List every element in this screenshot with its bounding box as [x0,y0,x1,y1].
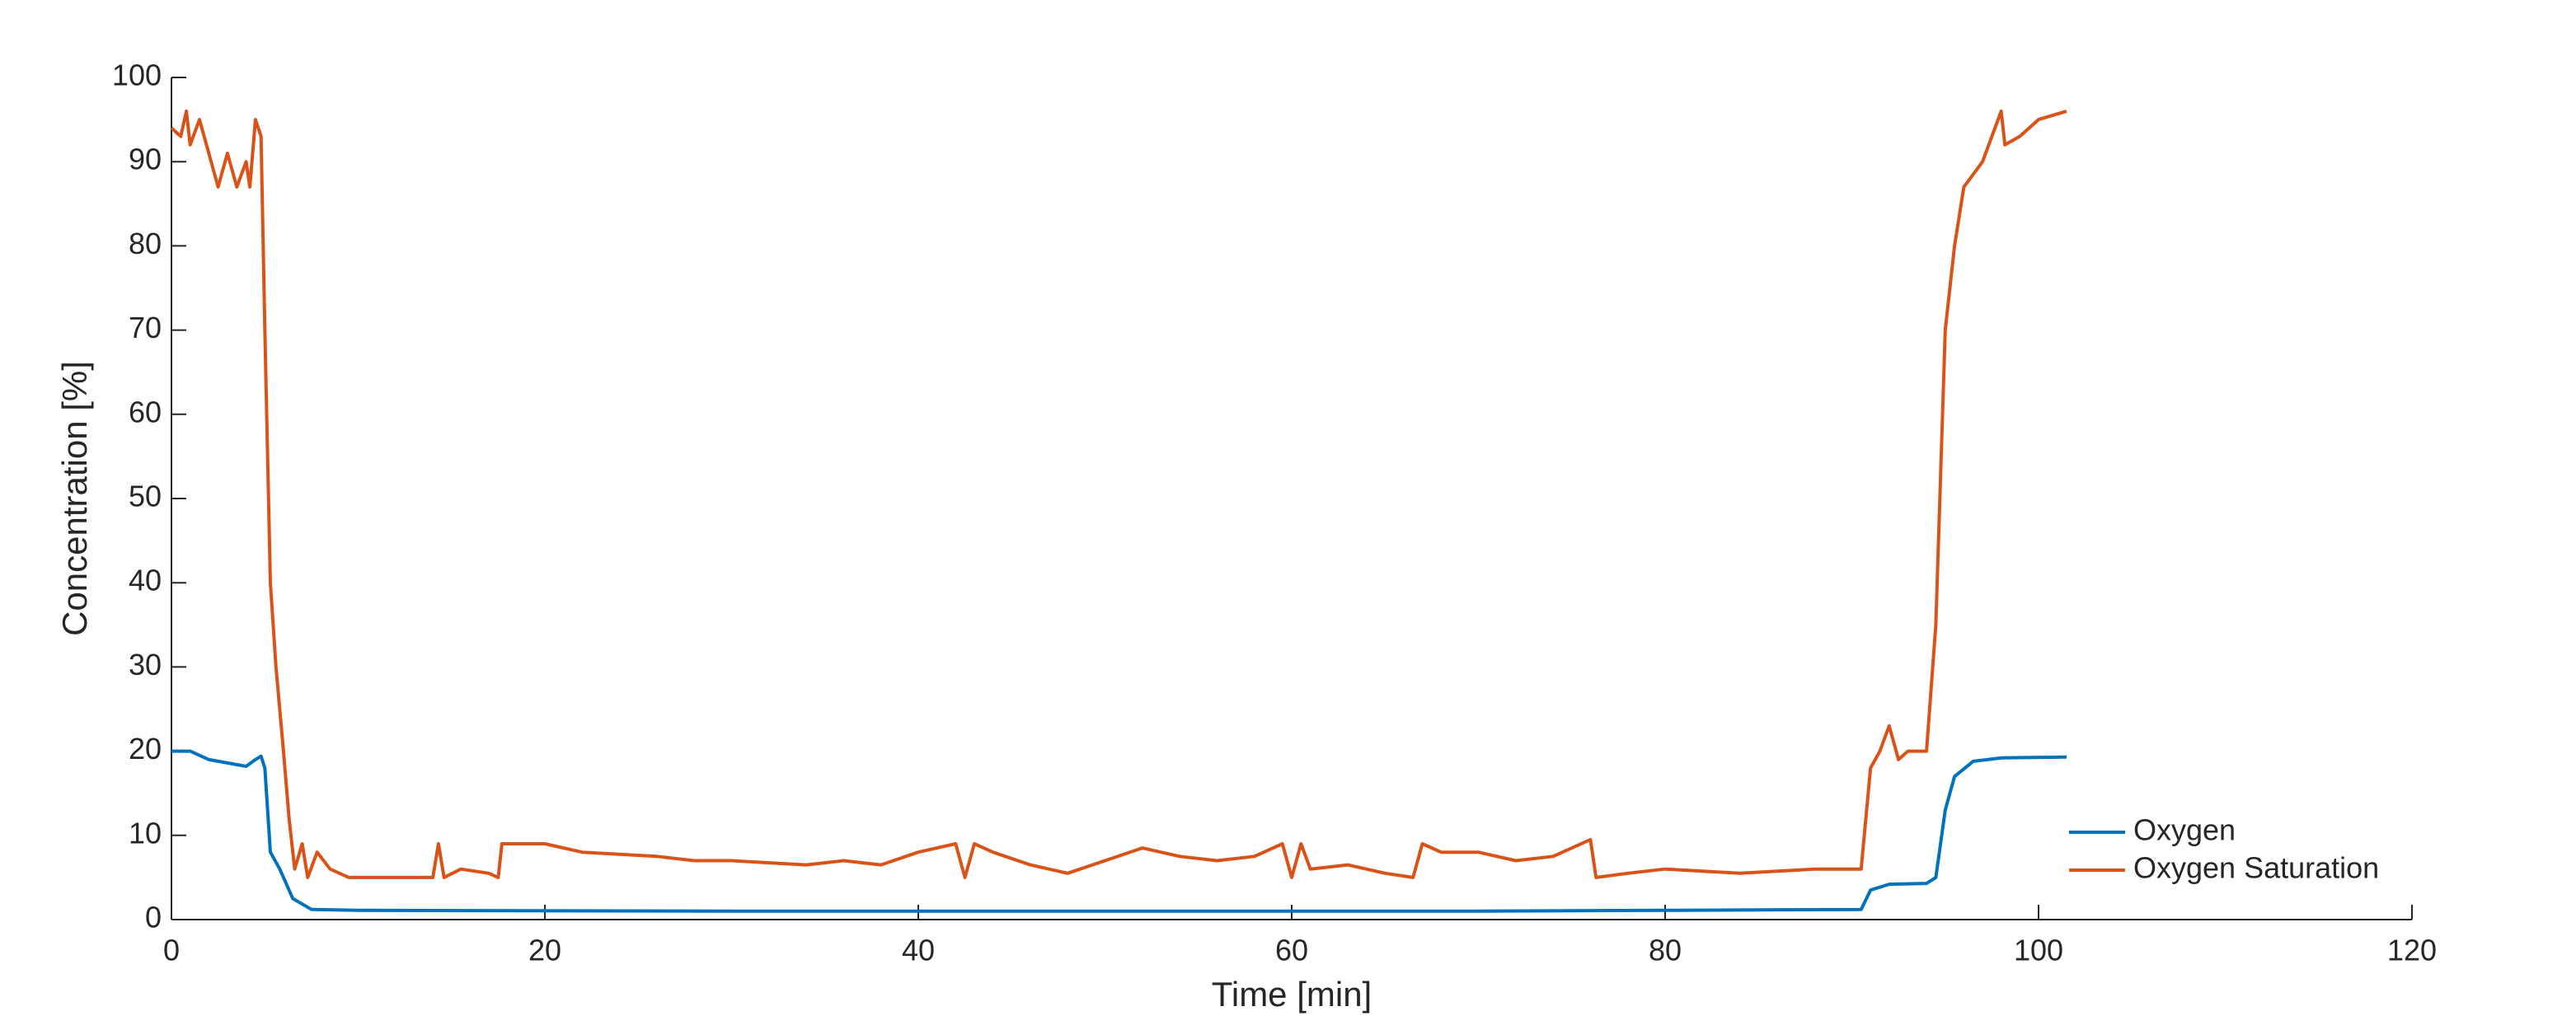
x-tick-label: 100 [2014,934,2063,967]
data-line [171,749,2067,913]
x-tick-label: 20 [528,934,561,967]
x-tick-label: 40 [902,934,935,967]
y-tick-label: 20 [129,732,162,765]
y-tick-label: 60 [129,395,162,428]
legend-label: Oxygen Saturation [2133,851,2379,885]
y-tick-label: 30 [129,648,162,681]
y-tick-label: 80 [129,227,162,260]
x-tick-label: 80 [1649,934,1682,967]
y-tick-label: 0 [145,901,162,934]
x-tick-label: 60 [1275,934,1308,967]
x-tick-label: 120 [2387,934,2437,967]
x-axis-label: Time [min] [1212,975,1372,1014]
y-tick-label: 100 [112,59,162,92]
y-axis-label: Concentration [%] [55,361,94,636]
y-tick-label: 40 [129,564,162,597]
legend-label: Oxygen [2133,813,2236,847]
x-tick-label: 0 [163,934,180,967]
data-line [170,109,2067,879]
y-tick-label: 70 [129,311,162,344]
y-tick-label: 50 [129,480,162,513]
y-tick-label: 10 [129,816,162,850]
y-tick-label: 90 [129,143,162,176]
